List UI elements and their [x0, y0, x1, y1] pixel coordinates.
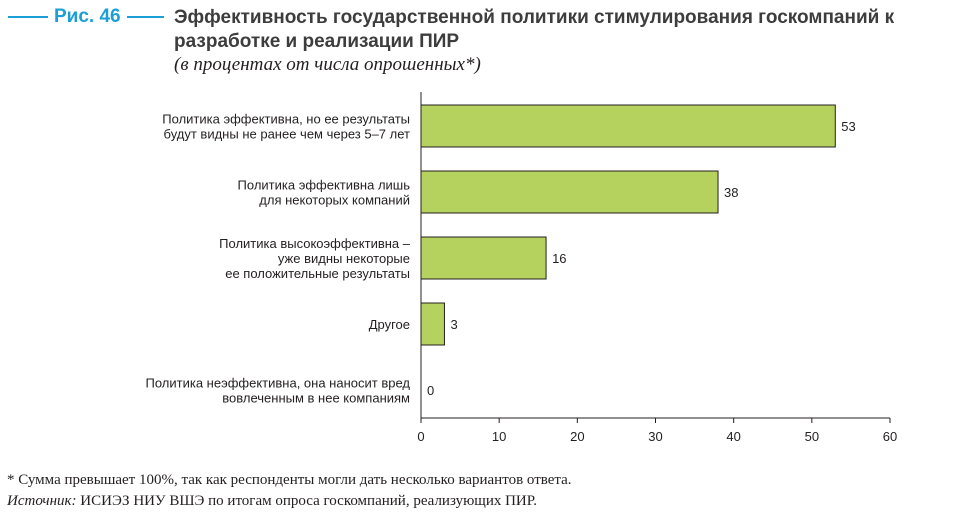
label-rule-right: [126, 16, 164, 18]
bars-group: [420, 104, 836, 346]
chart-subtitle: (в процентах от числа опрошенных*): [174, 54, 481, 75]
figure-label: Рис. 46: [8, 6, 164, 28]
value-label-3: 3: [450, 317, 457, 332]
source-note: Источник: ИСИЭЗ НИУ ВШЭ по итогам опроса…: [7, 493, 537, 510]
x-tick-label-3: 30: [648, 429, 662, 444]
x-tick-label-2: 20: [570, 429, 584, 444]
category-label-3: Другое: [369, 317, 410, 332]
figure-number: Рис. 46: [54, 6, 121, 27]
x-tick-label-1: 10: [492, 429, 506, 444]
x-axis: 0 10 20 30 40 50 60: [417, 92, 897, 444]
category-label-2: Политика высокоэффективна – уже видны нек…: [219, 236, 411, 281]
bar-2: [420, 236, 547, 280]
source-text: ИСИЭЗ НИУ ВШЭ по итогам опроса госкомпан…: [76, 493, 537, 509]
x-tick-label-5: 50: [805, 429, 819, 444]
value-label-1: 38: [724, 185, 738, 200]
category-label-4: Политика неэффективна, она наносит вред в…: [146, 376, 411, 406]
label-rule-left: [8, 16, 48, 18]
bar-0: [420, 104, 836, 148]
value-labels-group: 53 38 16 3 0: [427, 119, 856, 398]
value-label-4: 0: [427, 383, 434, 398]
x-tick-label-0: 0: [417, 429, 424, 444]
category-label-1: Политика эффективна лишь для некоторых ко…: [238, 178, 411, 208]
bar-1: [420, 170, 719, 214]
category-labels-group: Политика эффективна, но ее результаты буд…: [146, 112, 411, 406]
figure-header: Рис. 46 Эффективность государственной по…: [8, 6, 963, 86]
footnote: * Сумма превышает 100%, так как респонде…: [7, 472, 572, 488]
value-label-0: 53: [841, 119, 855, 134]
x-tick-label-4: 40: [726, 429, 740, 444]
x-tick-label-6: 60: [883, 429, 897, 444]
value-label-2: 16: [552, 251, 566, 266]
chart-title: Эффективность государственной политики с…: [174, 7, 895, 52]
category-label-0: Политика эффективна, но ее результаты буд…: [162, 112, 410, 142]
bar-3: [420, 302, 445, 346]
source-label: Источник:: [7, 493, 77, 509]
